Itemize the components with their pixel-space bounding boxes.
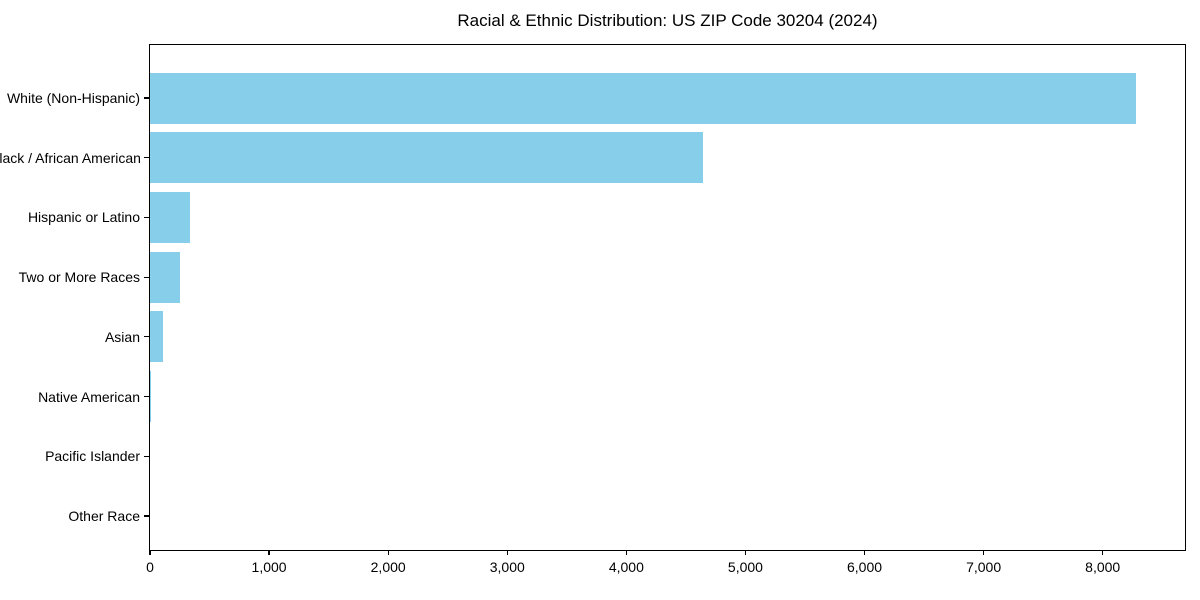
y-tick-mark xyxy=(144,395,149,398)
x-tick-mark xyxy=(387,550,389,555)
x-tick-mark xyxy=(983,550,985,555)
x-tick-label: 8,000 xyxy=(1085,559,1121,575)
y-tick-label: Pacific Islander xyxy=(45,448,140,465)
y-tick-mark xyxy=(144,276,149,278)
x-tick-mark xyxy=(506,550,508,555)
x-tick-label: 5,000 xyxy=(727,559,763,575)
x-tick-label: 4,000 xyxy=(608,559,644,575)
y-tick-label: Native American xyxy=(38,388,140,405)
y-tick-mark xyxy=(144,336,149,338)
y-tick-mark xyxy=(144,455,149,457)
x-tick-mark xyxy=(744,550,747,555)
bar xyxy=(150,311,164,363)
x-tick-mark xyxy=(625,550,627,555)
bar xyxy=(150,191,191,243)
x-tick-label: 1,000 xyxy=(251,559,287,575)
x-tick-mark xyxy=(268,550,270,555)
x-tick-label: 6,000 xyxy=(847,559,883,575)
y-tick-mark xyxy=(144,515,149,517)
plot-area: White (Non-Hispanic) Black / African Amer… xyxy=(0,44,1186,575)
x-tick-mark xyxy=(863,550,866,555)
y-tick-label: Other Race xyxy=(68,507,140,524)
y-tick-label: Two or More Races xyxy=(18,269,140,286)
y-tick-label: Hispanic or Latino xyxy=(27,209,140,226)
bar xyxy=(150,132,704,184)
y-tick-label: Black / African American xyxy=(0,149,141,166)
x-tick-label: 7,000 xyxy=(966,559,1002,575)
bar xyxy=(150,371,152,423)
chart-title: Racial & Ethnic Distribution: US ZIP Cod… xyxy=(457,11,878,30)
y-tick-label: Asian xyxy=(104,328,140,345)
bar xyxy=(150,72,1137,124)
x-tick-label: 0 xyxy=(146,559,154,575)
y-tick-mark xyxy=(144,216,149,218)
x-tick-mark xyxy=(1102,550,1104,555)
y-tick-mark xyxy=(144,157,149,159)
x-tick-label: 3,000 xyxy=(489,559,525,575)
x-tick-mark xyxy=(149,550,151,555)
bar xyxy=(150,251,180,303)
y-tick-mark xyxy=(144,97,149,99)
y-tick-label: White (Non-Hispanic) xyxy=(6,90,140,106)
x-tick-label: 2,000 xyxy=(370,559,406,575)
